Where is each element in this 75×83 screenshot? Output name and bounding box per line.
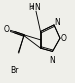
Text: N: N [34, 3, 40, 12]
Text: N: N [54, 18, 60, 27]
Text: N: N [49, 56, 55, 65]
Text: H: H [28, 3, 34, 12]
Text: O: O [4, 25, 10, 34]
Text: O: O [61, 34, 66, 43]
Text: 2: 2 [31, 5, 34, 10]
Text: Br: Br [10, 66, 18, 75]
